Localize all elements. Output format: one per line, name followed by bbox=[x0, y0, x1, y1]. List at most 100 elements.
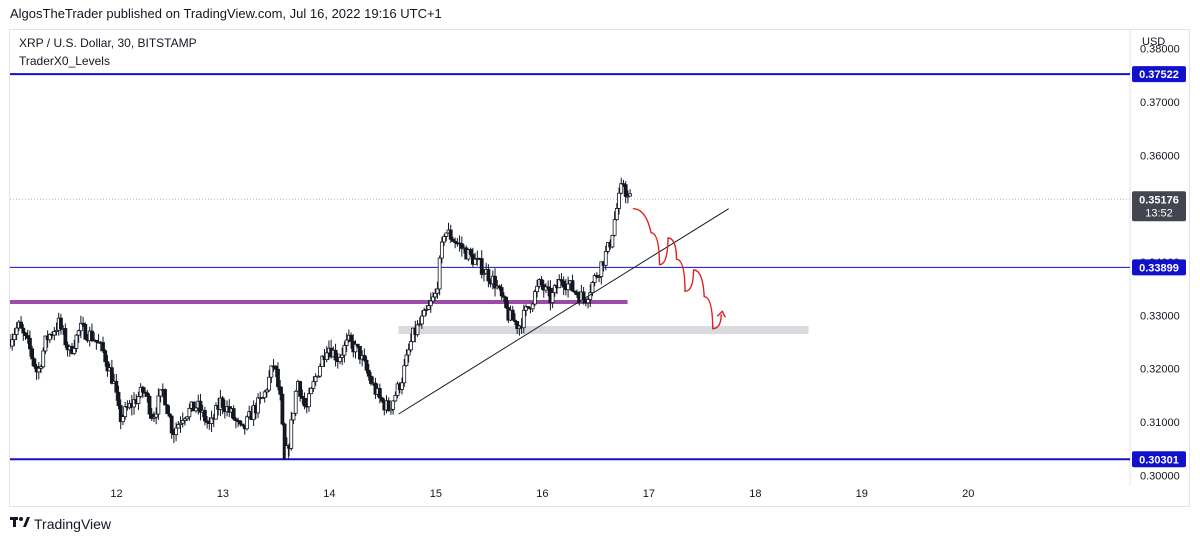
candle-body bbox=[114, 380, 119, 393]
candle-body bbox=[626, 195, 630, 198]
candle-body bbox=[140, 386, 145, 393]
candle-body bbox=[81, 322, 85, 325]
candle-body bbox=[238, 420, 243, 425]
candle-body bbox=[156, 395, 161, 415]
level-price-tag bbox=[1132, 259, 1186, 276]
brand-name[interactable]: TradingView bbox=[34, 515, 112, 532]
candle-body bbox=[389, 408, 393, 412]
candle-body bbox=[349, 334, 353, 342]
candle-body bbox=[546, 286, 551, 289]
candle-body bbox=[178, 422, 183, 425]
candle-body bbox=[428, 300, 433, 307]
candle-body bbox=[78, 322, 83, 332]
candle-body bbox=[444, 232, 449, 237]
candle-body bbox=[435, 288, 440, 294]
candle-body bbox=[493, 275, 497, 289]
candle-body bbox=[198, 400, 203, 413]
candle-body bbox=[214, 405, 218, 420]
gray-support-zone bbox=[398, 326, 809, 334]
candle-body bbox=[298, 381, 303, 397]
candle-body bbox=[497, 285, 502, 288]
candle-body bbox=[32, 358, 37, 367]
candle-body bbox=[185, 416, 190, 420]
candle-body bbox=[453, 240, 458, 244]
candle-body bbox=[260, 397, 265, 400]
candle-body bbox=[220, 397, 225, 408]
candle-body bbox=[103, 350, 108, 363]
candle-body bbox=[284, 445, 289, 460]
candle-body bbox=[364, 359, 369, 371]
candle-body bbox=[315, 375, 320, 378]
time-tick-label: 19 bbox=[856, 488, 868, 500]
candle-body bbox=[311, 381, 316, 389]
candle-body bbox=[202, 410, 207, 422]
candle-body bbox=[570, 280, 575, 292]
level-price-tag-text: 0.37522 bbox=[1139, 69, 1179, 81]
candle-body bbox=[10, 339, 15, 347]
candle-body bbox=[333, 349, 338, 361]
candle-body bbox=[612, 219, 617, 236]
price-axis[interactable]: 0.380000.370000.360000.350000.340000.330… bbox=[1140, 44, 1180, 483]
time-tick-label: 14 bbox=[323, 488, 335, 500]
candle-body bbox=[393, 395, 398, 402]
candle-body bbox=[431, 296, 435, 302]
candle-body bbox=[479, 258, 484, 275]
candle-body bbox=[521, 309, 526, 329]
indicator-title[interactable]: TraderX0_Levels bbox=[19, 54, 110, 68]
candle-body bbox=[610, 234, 615, 248]
projection-arrow-head bbox=[716, 310, 726, 318]
time-tick-label: 15 bbox=[430, 488, 442, 500]
price-tick-label: 0.32000 bbox=[1140, 364, 1180, 376]
candle-body bbox=[362, 355, 367, 361]
candle-body bbox=[123, 406, 128, 418]
candle-body bbox=[165, 404, 170, 415]
level-price-tag-text: 0.30301 bbox=[1139, 454, 1179, 466]
symbol-title[interactable]: XRP / U.S. Dollar, 30, BITSTAMP bbox=[19, 36, 197, 50]
tradingview-logo-icon bbox=[10, 515, 30, 532]
candle-body bbox=[353, 343, 358, 353]
candle-body bbox=[355, 343, 360, 347]
candle-body bbox=[473, 258, 477, 265]
candle-body bbox=[597, 276, 602, 278]
candle-body bbox=[369, 375, 373, 384]
candle-body bbox=[28, 337, 32, 350]
candle-body bbox=[109, 367, 114, 384]
candle-body bbox=[136, 396, 141, 404]
candle-body bbox=[291, 412, 296, 421]
candle-body bbox=[276, 368, 280, 388]
level-price-tag bbox=[1132, 451, 1186, 468]
time-tick-label: 18 bbox=[749, 488, 761, 500]
candle-body bbox=[262, 391, 267, 399]
candle-body bbox=[486, 269, 491, 282]
projection-path bbox=[632, 207, 722, 330]
candle-body bbox=[293, 390, 298, 414]
candle-body bbox=[592, 275, 597, 283]
candle-body bbox=[233, 418, 238, 421]
candle-body bbox=[539, 279, 544, 286]
time-axis[interactable]: 12 13 14 15 16 17 18 19 20 bbox=[110, 488, 974, 500]
last-price-countdown: 13:52 bbox=[1145, 207, 1173, 219]
time-tick-label: 16 bbox=[536, 488, 548, 500]
candle-body bbox=[404, 354, 409, 367]
candle-body bbox=[116, 391, 121, 407]
candle-body bbox=[628, 193, 633, 197]
candle-body bbox=[557, 279, 562, 289]
candle-body bbox=[451, 238, 455, 242]
candle-body bbox=[603, 251, 608, 266]
candles bbox=[10, 177, 633, 460]
candle-body bbox=[309, 387, 314, 395]
price-tick-label: 0.33000 bbox=[1140, 310, 1180, 322]
candle-body bbox=[561, 280, 566, 288]
drawings bbox=[398, 207, 729, 415]
candle-body bbox=[482, 272, 486, 275]
zones bbox=[10, 300, 809, 334]
price-chart[interactable]: 0.380000.370000.360000.350000.340000.330… bbox=[10, 30, 1189, 506]
candle-body bbox=[47, 334, 52, 341]
candle-body bbox=[163, 389, 167, 406]
candle-body bbox=[39, 366, 43, 369]
candle-body bbox=[386, 400, 391, 412]
candle-body bbox=[209, 417, 214, 424]
chart-frame[interactable]: 0.380000.370000.360000.350000.340000.330… bbox=[9, 29, 1190, 507]
candle-body bbox=[340, 354, 345, 358]
candle-body bbox=[83, 323, 88, 340]
